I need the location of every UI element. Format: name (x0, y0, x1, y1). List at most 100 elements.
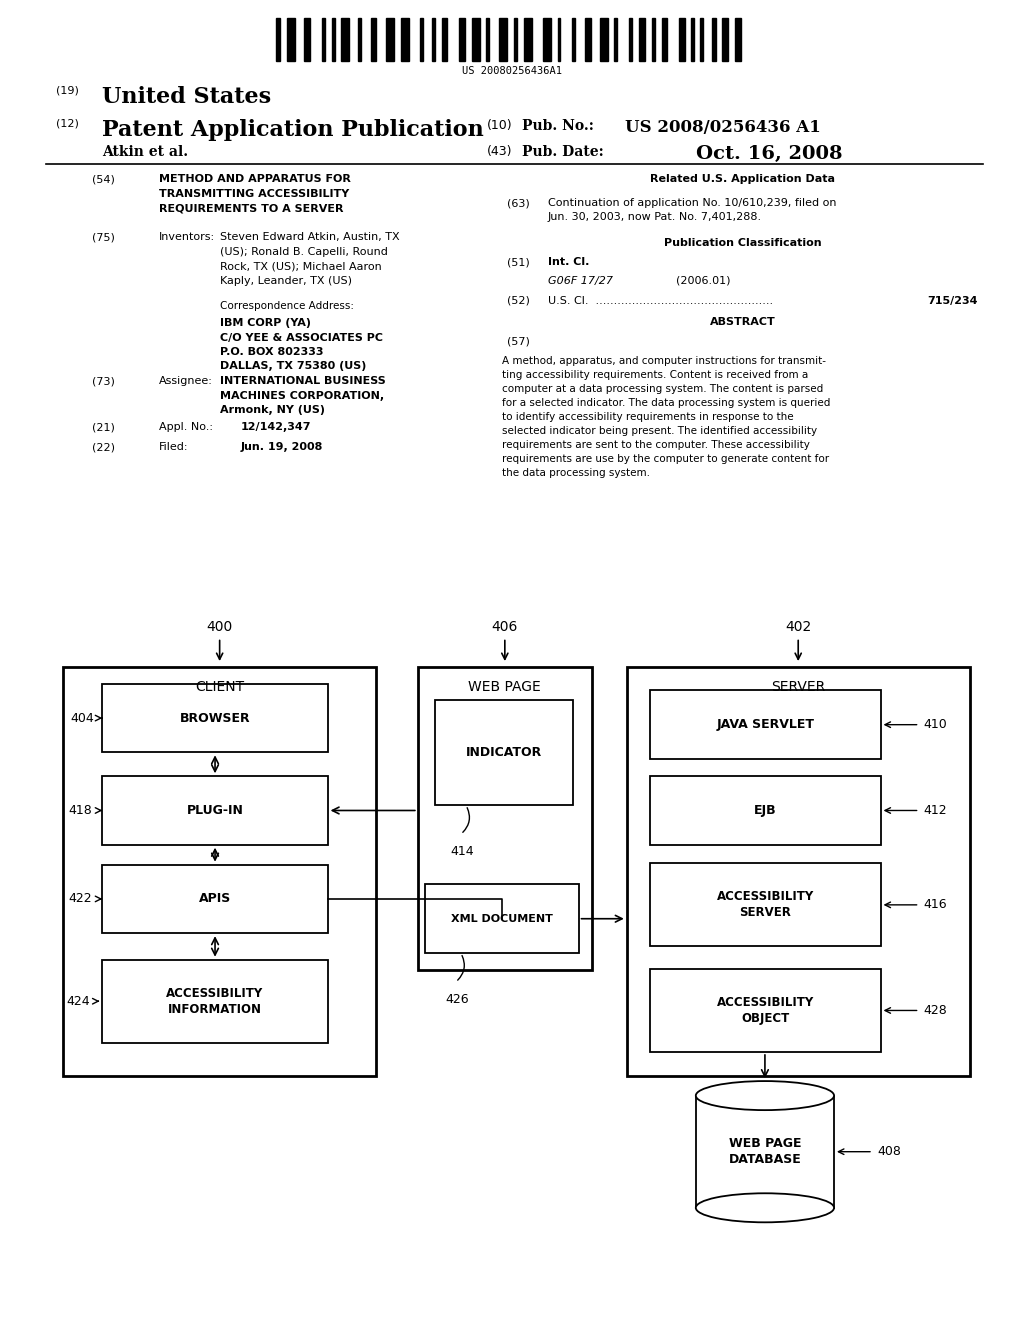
Bar (735, 18, 740, 61)
Ellipse shape (696, 1193, 834, 1222)
Bar (700, 18, 703, 61)
Text: 428: 428 (924, 1005, 947, 1016)
Text: A method, apparatus, and computer instructions for transmit-
ting accessibility : A method, apparatus, and computer instru… (502, 356, 830, 478)
Text: 418: 418 (69, 804, 92, 817)
Bar (432, 18, 435, 61)
Text: Appl. No.:: Appl. No.: (159, 422, 213, 433)
Text: 12/142,347: 12/142,347 (241, 422, 311, 433)
Text: Oct. 16, 2008: Oct. 16, 2008 (696, 145, 843, 164)
Bar (650, 690, 881, 759)
Text: (43): (43) (486, 145, 512, 158)
Text: ACCESSIBILITY
INFORMATION: ACCESSIBILITY INFORMATION (167, 987, 263, 1015)
Text: 408: 408 (877, 1146, 901, 1158)
Bar (514, 18, 517, 61)
Text: Patent Application Publication: Patent Application Publication (102, 119, 484, 141)
Bar (523, 18, 531, 61)
Bar (639, 18, 645, 61)
Text: 412: 412 (924, 804, 947, 817)
Text: ACCESSIBILITY
OBJECT: ACCESSIBILITY OBJECT (717, 997, 814, 1024)
Bar (543, 18, 551, 61)
Text: US 2008/0256436 A1: US 2008/0256436 A1 (625, 119, 820, 136)
Bar (322, 18, 325, 61)
Text: (12): (12) (56, 119, 79, 129)
Text: CLIENT: CLIENT (196, 680, 244, 694)
Text: (22): (22) (92, 442, 115, 453)
Bar (341, 18, 349, 61)
Bar (691, 18, 694, 61)
Text: (51): (51) (507, 257, 529, 268)
Bar (650, 969, 881, 1052)
Bar (425, 884, 579, 953)
Text: (2006.01): (2006.01) (676, 276, 730, 286)
Bar (627, 667, 970, 1076)
Text: Correspondence Address:: Correspondence Address: (220, 301, 354, 312)
Bar (102, 865, 328, 933)
Text: ABSTRACT: ABSTRACT (710, 317, 775, 327)
Text: 715/234: 715/234 (928, 296, 978, 306)
Text: JAVA SERVLET: JAVA SERVLET (717, 718, 814, 731)
Bar (650, 776, 881, 845)
Text: (75): (75) (92, 232, 115, 243)
Text: Int. Cl.: Int. Cl. (548, 257, 589, 268)
Bar (287, 18, 295, 61)
Text: WEB PAGE
DATABASE: WEB PAGE DATABASE (728, 1138, 802, 1166)
Bar (600, 18, 608, 61)
Bar (650, 863, 881, 946)
Text: United States: United States (102, 86, 271, 108)
Bar (558, 18, 560, 61)
Text: 404: 404 (71, 711, 94, 725)
Text: US 20080256436A1: US 20080256436A1 (462, 66, 562, 77)
Text: ACCESSIBILITY
SERVER: ACCESSIBILITY SERVER (717, 891, 814, 919)
Text: 426: 426 (445, 993, 469, 1006)
Text: EJB: EJB (754, 804, 777, 817)
Text: Pub. No.:: Pub. No.: (522, 119, 594, 133)
Bar (102, 776, 328, 845)
Text: APIS: APIS (199, 892, 231, 906)
Text: Inventors:: Inventors: (159, 232, 215, 243)
Bar (662, 18, 668, 61)
Bar (722, 18, 728, 61)
Bar (651, 18, 654, 61)
Text: Pub. Date:: Pub. Date: (522, 145, 604, 160)
Text: 410: 410 (924, 718, 947, 731)
Bar (629, 18, 632, 61)
Bar (435, 700, 573, 805)
Bar (418, 667, 592, 970)
Text: Filed:: Filed: (159, 442, 188, 453)
Text: (19): (19) (56, 86, 79, 96)
Text: G06F 17/27: G06F 17/27 (548, 276, 612, 286)
Text: BROWSER: BROWSER (180, 711, 250, 725)
Text: Publication Classification: Publication Classification (664, 238, 821, 248)
Text: 402: 402 (785, 619, 811, 634)
Bar (679, 18, 685, 61)
Text: IBM CORP (YA)
C/O YEE & ASSOCIATES PC
P.O. BOX 802333
DALLAS, TX 75380 (US): IBM CORP (YA) C/O YEE & ASSOCIATES PC P.… (220, 318, 383, 371)
Text: Atkin et al.: Atkin et al. (102, 145, 188, 160)
Text: 400: 400 (207, 619, 232, 634)
Text: (10): (10) (486, 119, 512, 132)
Text: SERVER: SERVER (771, 680, 825, 694)
Text: PLUG-IN: PLUG-IN (186, 804, 244, 817)
Text: Steven Edward Atkin, Austin, TX
(US); Ronald B. Capelli, Round
Rock, TX (US); Mi: Steven Edward Atkin, Austin, TX (US); Ro… (220, 232, 399, 285)
Text: INDICATOR: INDICATOR (466, 746, 543, 759)
Ellipse shape (696, 1081, 834, 1110)
Bar (696, 1096, 834, 1208)
Text: Related U.S. Application Data: Related U.S. Application Data (650, 174, 835, 185)
Bar (572, 18, 575, 61)
Text: (21): (21) (92, 422, 115, 433)
Text: (54): (54) (92, 174, 115, 185)
Text: 424: 424 (67, 995, 90, 1007)
Text: 422: 422 (69, 892, 92, 906)
Bar (486, 18, 489, 61)
Text: 406: 406 (492, 619, 518, 634)
Text: INTERNATIONAL BUSINESS
MACHINES CORPORATION,
Armonk, NY (US): INTERNATIONAL BUSINESS MACHINES CORPORAT… (220, 376, 386, 414)
Bar (459, 18, 465, 61)
Bar (585, 18, 591, 61)
Text: (57): (57) (507, 337, 529, 347)
Bar (358, 18, 361, 61)
Text: Assignee:: Assignee: (159, 376, 213, 387)
Bar (499, 18, 507, 61)
Bar (441, 18, 447, 61)
Text: METHOD AND APPARATUS FOR
TRANSMITTING ACCESSIBILITY
REQUIREMENTS TO A SERVER: METHOD AND APPARATUS FOR TRANSMITTING AC… (159, 174, 350, 213)
Text: (63): (63) (507, 198, 529, 209)
Text: 414: 414 (451, 845, 474, 858)
